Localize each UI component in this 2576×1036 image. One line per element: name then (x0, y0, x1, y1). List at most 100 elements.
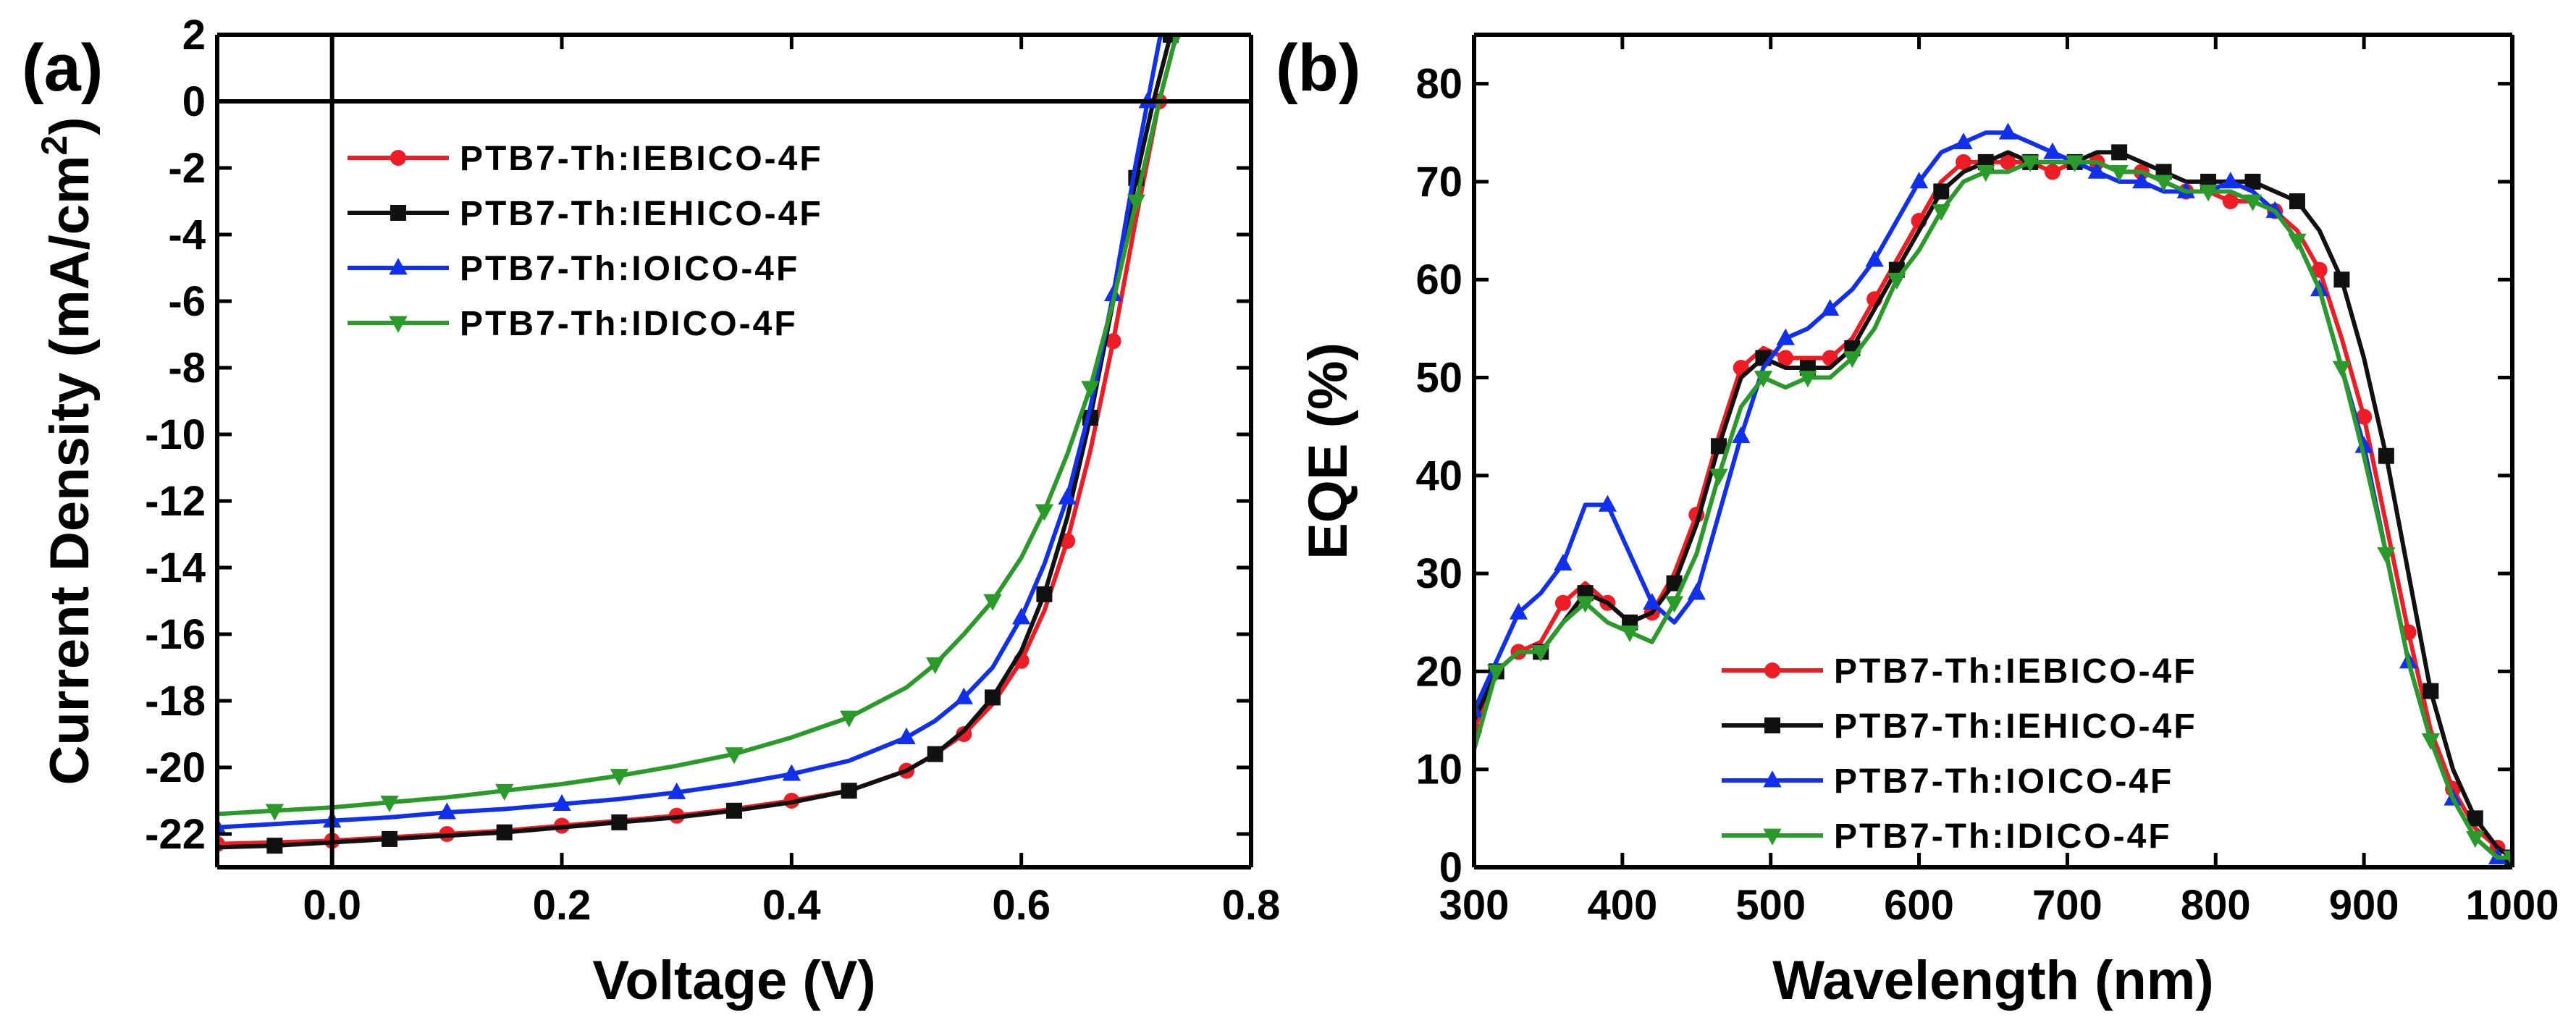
data-point (1954, 132, 1973, 150)
legend-label: PTB7-Th:IDICO-4F (460, 305, 798, 343)
data-point (1777, 350, 1794, 366)
data-point (2244, 173, 2261, 190)
data-point (217, 817, 227, 835)
series-line (217, 35, 1179, 846)
panel-a-ticks: 0.0 0.2 0.4 0.6 0.8 2 0 -2 -4 -6 -8 -10 -12 -14 -16 -18… (145, 12, 1280, 929)
data-point (668, 782, 686, 799)
data-point (2110, 165, 2129, 182)
data-point (2066, 155, 2084, 172)
data-point (1798, 371, 1817, 388)
data-point (1909, 172, 1929, 189)
data-point (956, 726, 972, 742)
panel-a-x-axis-title: Voltage (V) (592, 950, 875, 1011)
y-tick-label: 80 (1415, 61, 1462, 108)
legend-label: PTB7-Th:IEHICO-4F (460, 195, 823, 233)
data-point (495, 783, 514, 801)
legend-label: PTB7-Th:IOICO-4F (460, 250, 799, 288)
data-point (2467, 810, 2483, 827)
data-point (1821, 299, 1840, 316)
legend-item: PTB7-Th:IOICO-4F (1722, 762, 2171, 801)
data-point (2354, 436, 2373, 453)
y-tick-label: -10 (145, 411, 206, 458)
series-line (1474, 130, 2512, 860)
x-tick-label: 400 (1587, 882, 1657, 929)
y-tick-label: 40 (1415, 452, 1462, 500)
data-point (983, 594, 1002, 611)
x-tick-label: 800 (2181, 882, 2251, 929)
legend-label: PTB7-Th:IEBICO-4F (1834, 652, 2197, 691)
data-point (897, 727, 916, 744)
panel-a-jv-curves: (a) 0.0 0.2 0.4 0.6 0.8 2 0 -2 -4 -6 -8 -10 -12 -14 -1… (22, 12, 1280, 1011)
legend-swatch-marker (389, 316, 408, 333)
panel-a-y-title-superscript: 2 (34, 135, 75, 156)
y-tick-label: 60 (1415, 256, 1462, 303)
data-point (1732, 426, 1751, 444)
data-point (927, 746, 943, 762)
legend-swatch-marker (390, 205, 406, 221)
y-tick-label: -8 (168, 345, 206, 392)
panel-b-y-axis-title: EQE (%) (1297, 342, 1359, 560)
x-tick-label: 1000 (2465, 882, 2559, 929)
panel-b-legend: PTB7-Th:IEBICO-4F PTB7-Th:IEHICO-4F PTB7-T… (1722, 652, 2197, 856)
legend-swatch-marker (1764, 662, 1780, 678)
data-point (2311, 261, 2328, 278)
x-tick-label: 0.4 (762, 882, 821, 929)
data-point (1666, 575, 1683, 591)
series-PTB7-Th:IOICO-4F (217, 35, 1163, 835)
panel-b-eqe-spectra: (b) 300 400 500 600 700 800 900 1000 0 10 20 30 40 50… (1276, 31, 2559, 1011)
legend-swatch-marker (1763, 770, 1782, 788)
y-tick-label: -12 (145, 478, 206, 525)
x-tick-label: 900 (2329, 882, 2399, 929)
x-tick-label: 0.8 (1222, 882, 1281, 929)
data-point (1474, 700, 1483, 717)
y-tick-label: 20 (1415, 648, 1462, 695)
data-point (496, 824, 513, 841)
data-point (611, 814, 628, 830)
panel-a-y-axis-title: Current Density (mA/cm2) (34, 117, 101, 785)
data-point (2087, 161, 2107, 179)
y-tick-label: -2 (168, 145, 206, 192)
y-tick-label: -4 (168, 211, 206, 258)
data-point (2421, 733, 2440, 750)
data-point (1754, 371, 1773, 388)
data-point (1932, 204, 1950, 222)
series-line (1474, 150, 2512, 859)
data-point (2000, 153, 2016, 170)
legend-item: PTB7-Th:IDICO-4F (348, 305, 798, 343)
legend-swatch-marker (389, 258, 408, 275)
legend-label: PTB7-Th:IDICO-4F (1834, 817, 2172, 856)
y-tick-label: 0 (182, 78, 206, 125)
data-point (552, 793, 571, 811)
data-point (2021, 155, 2040, 172)
data-point (2222, 193, 2239, 209)
data-point (2503, 851, 2512, 867)
data-point (782, 764, 801, 781)
x-tick-label: 0.0 (303, 882, 361, 929)
legend-item: PTB7-Th:IEBICO-4F (1722, 652, 2197, 691)
legend-label: PTB7-Th:IEHICO-4F (1834, 707, 2197, 746)
plot-area (217, 35, 1182, 854)
series-line (1474, 159, 2512, 859)
data-point (1127, 194, 1145, 211)
panel-a-data-marks (217, 35, 1182, 854)
panel-b-label: (b) (1276, 31, 1360, 105)
data-point (1531, 645, 1550, 662)
data-point (1956, 153, 1972, 170)
data-point (2111, 144, 2128, 161)
panel-b-data-marks (1474, 122, 2512, 867)
x-tick-label: 0.6 (992, 882, 1051, 929)
panel-a-y-title-main: Current Density (mA/cm (39, 156, 101, 786)
data-point (2378, 447, 2394, 464)
data-point (1933, 183, 1950, 200)
legend-item: PTB7-Th:IEHICO-4F (1722, 707, 2197, 746)
data-point (1977, 165, 1995, 182)
plot-area (1474, 122, 2512, 867)
data-point (1162, 35, 1179, 43)
data-point (1687, 583, 1706, 600)
data-point (1554, 594, 1571, 611)
panel-a-legend: PTB7-Th:IEBICO-4F PTB7-Th:IEHICO-4F PTB7-T… (348, 140, 823, 343)
data-point (1776, 328, 1795, 345)
data-point (1865, 250, 1884, 267)
y-tick-label: -20 (145, 744, 206, 791)
data-point (1887, 272, 1906, 290)
